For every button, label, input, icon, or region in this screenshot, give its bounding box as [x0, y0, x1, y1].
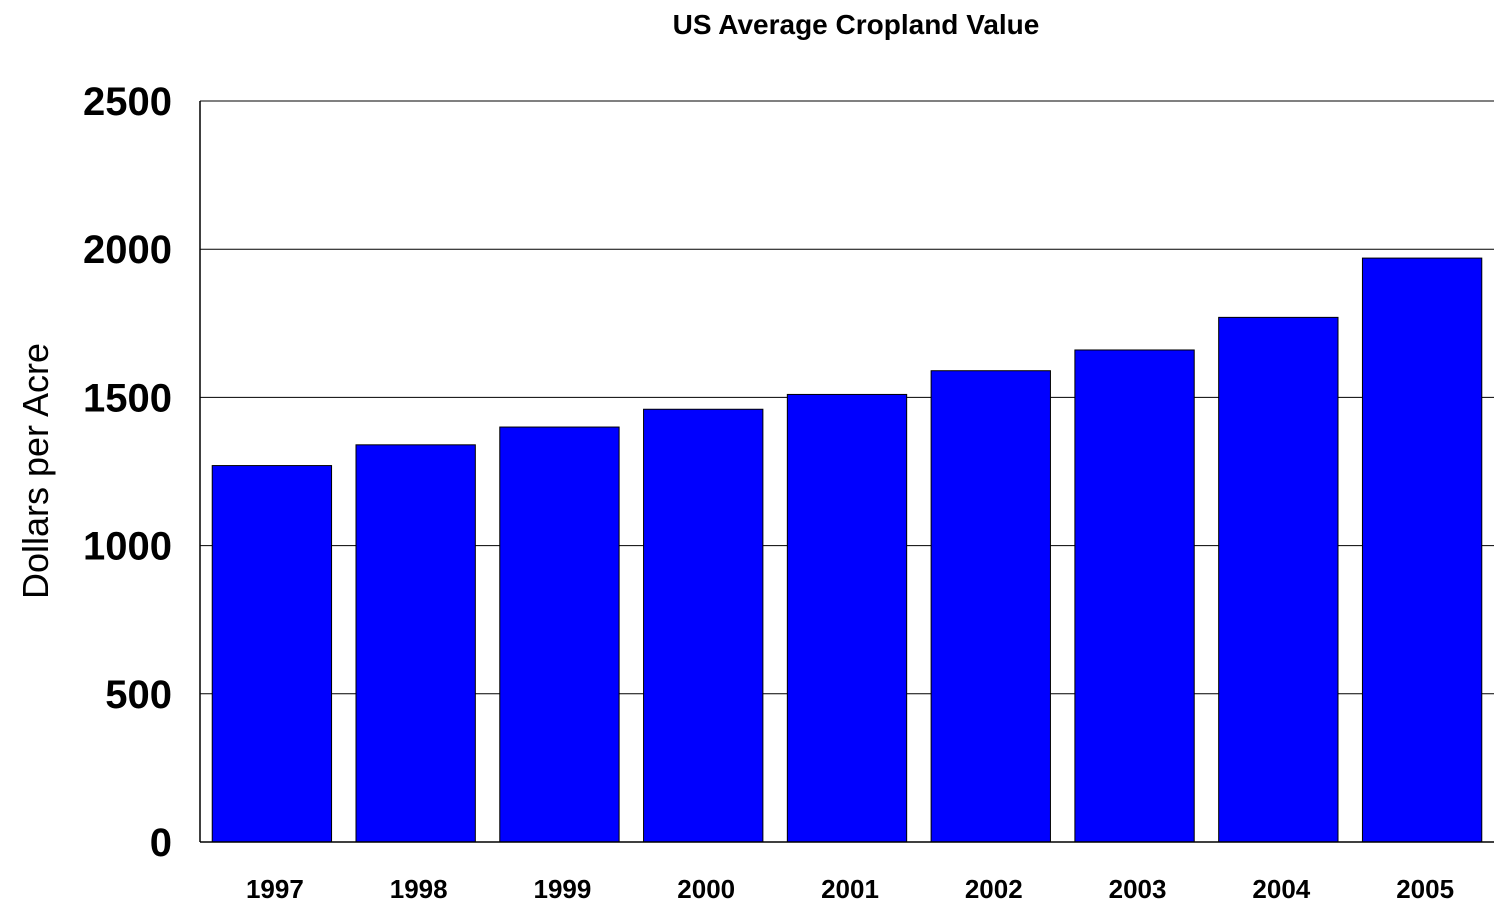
bar-1999 [499, 426, 620, 843]
y-tick-label: 2000 [83, 228, 172, 272]
x-tick-labels: 1997 1998 1999 2000 2001 2002 2003 2004 2005 [246, 874, 1454, 904]
x-tick-label: 2001 [821, 874, 879, 904]
axes [199, 101, 1494, 843]
x-tick-label: 2002 [965, 874, 1023, 904]
y-axis-label: Dollars per Acre [15, 343, 56, 599]
x-tick-label: 2005 [1396, 874, 1454, 904]
x-tick-label: 2003 [1109, 874, 1167, 904]
y-tick-label: 500 [105, 673, 172, 717]
x-tick-label: 1997 [246, 874, 304, 904]
bar-2004 [1218, 316, 1339, 843]
bar-2002 [930, 370, 1051, 843]
bars [211, 257, 1483, 843]
y-tick-label: 1000 [83, 525, 172, 569]
x-tick-label: 1998 [390, 874, 448, 904]
y-tick-label: 1500 [83, 376, 172, 420]
x-tick-label: 2000 [677, 874, 735, 904]
bar-2000 [643, 408, 764, 843]
bar-1998 [355, 444, 476, 843]
bar-1997 [211, 465, 333, 843]
y-tick-labels: 0 500 1000 1500 2000 2500 [83, 80, 172, 865]
bar-2005 [1361, 257, 1483, 843]
x-tick-label: 1999 [534, 874, 592, 904]
x-tick-label: 2004 [1252, 874, 1310, 904]
bar-2001 [786, 393, 908, 843]
y-tick-label: 2500 [83, 80, 172, 124]
y-tick-label: 0 [150, 821, 172, 865]
bar-2003 [1074, 349, 1195, 843]
chart-title: US Average Cropland Value [673, 9, 1040, 40]
